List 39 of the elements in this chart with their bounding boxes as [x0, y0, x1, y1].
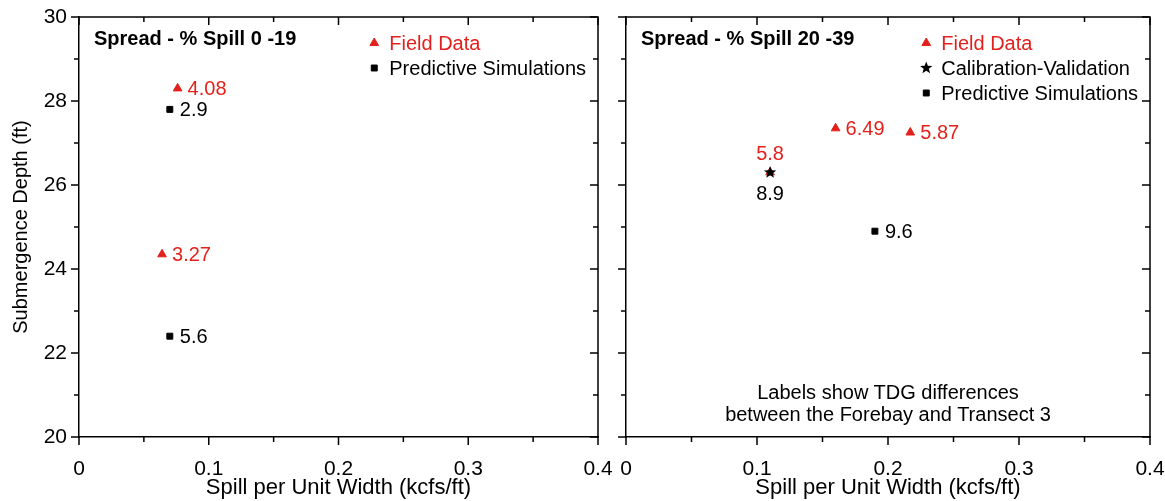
annotation: 9.6 — [884, 219, 913, 242]
y-tick-label: 20 — [43, 423, 67, 447]
point — [166, 332, 174, 340]
annotation: 5.87 — [920, 121, 960, 144]
point — [905, 127, 916, 136]
annotation: 3.27 — [172, 242, 211, 265]
x-tick-label: 0 — [73, 456, 85, 480]
x-tick-label: 0.1 — [194, 456, 224, 480]
point — [166, 105, 174, 113]
x-tick-label: 0.1 — [742, 456, 772, 480]
text: Spread - % Spill 20 -39 — [641, 27, 855, 49]
x-tick-label: 0 — [620, 456, 632, 480]
annotation: 4.08 — [187, 76, 227, 99]
point — [172, 82, 183, 92]
y-tick-label: 22 — [43, 339, 67, 363]
annotation: Labels show TDG differences between the Forebay and Transect 3 — [725, 381, 1051, 425]
y-axis-title: Submergence Depth (ft) — [8, 120, 31, 334]
point — [830, 122, 841, 132]
legend-label: Field Data — [389, 31, 482, 54]
y-tick-label: 24 — [43, 255, 68, 279]
x-tick-label: 0.2 — [873, 456, 903, 480]
y-tick-label: 26 — [43, 171, 67, 195]
legend-label: Predictive Simulations — [941, 81, 1138, 104]
x-tick-label: 0.4 — [1135, 456, 1165, 480]
point — [871, 227, 879, 235]
text: Spread - % Spill 0 -19 — [94, 27, 297, 49]
annotation: 6.49 — [845, 116, 885, 139]
annotation: 5.6 — [179, 324, 208, 347]
y-tick-label: 30 — [43, 3, 67, 27]
y-tick-label: 28 — [43, 87, 67, 111]
annotation: 5.8 — [756, 141, 785, 164]
legend-label: Field Data — [941, 31, 1034, 54]
point — [157, 248, 167, 258]
x-tick-label: 0.4 — [583, 456, 613, 480]
annotation: 2.9 — [179, 97, 208, 120]
legend-label: Calibration-Validation — [941, 56, 1130, 79]
x-tick-label: 0.2 — [323, 456, 354, 480]
legend-label: Predictive Simulations — [389, 56, 586, 79]
annotation: 8.9 — [756, 181, 785, 204]
